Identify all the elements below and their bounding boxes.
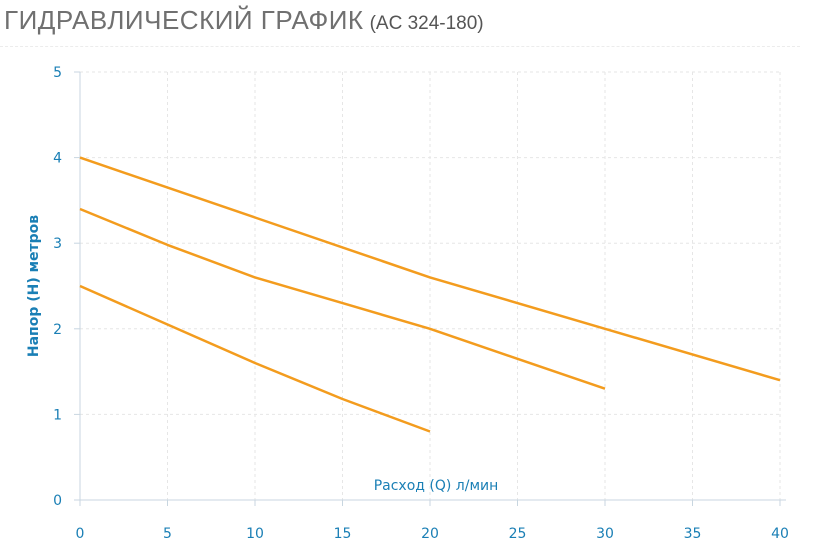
x-axis-title: Расход (Q) л/мин xyxy=(374,478,499,494)
series-lines xyxy=(79,156,781,433)
y-tick-label: 4 xyxy=(53,151,62,167)
x-tick-label: 35 xyxy=(684,526,702,542)
y-tick-labels: 0 1 2 3 4 5 xyxy=(53,65,62,509)
grid-lines xyxy=(80,71,781,500)
y-tick-label: 3 xyxy=(53,236,62,252)
x-tick-label: 10 xyxy=(246,526,264,542)
x-tick-label: 30 xyxy=(596,526,614,542)
series-line-3 xyxy=(79,284,431,433)
x-tick-label: 20 xyxy=(421,526,439,542)
x-tick-labels: 0 5 10 15 20 25 30 35 40 xyxy=(76,526,789,542)
y-tick-label: 0 xyxy=(53,493,62,509)
x-tick-label: 15 xyxy=(334,526,352,542)
y-axis-title: Напор (H) метров xyxy=(26,215,42,357)
y-tick-label: 2 xyxy=(53,322,62,338)
series-line-1 xyxy=(79,156,781,382)
x-tick-label: 5 xyxy=(163,526,172,542)
y-tick-label: 5 xyxy=(53,65,62,81)
chart-title: ГИДРАВЛИЧЕСКИЙ ГРАФИК (AC 324-180) xyxy=(4,4,484,36)
title-divider xyxy=(0,46,800,47)
y-tick-label: 1 xyxy=(53,407,62,423)
x-tick-label: 40 xyxy=(771,526,789,542)
x-tick-label: 25 xyxy=(509,526,527,542)
chart-title-model: (AC 324-180) xyxy=(369,13,484,34)
chart-title-main: ГИДРАВЛИЧЕСКИЙ ГРАФИК xyxy=(4,5,364,35)
series-line-2 xyxy=(79,207,606,390)
x-tick-label: 0 xyxy=(76,526,85,542)
